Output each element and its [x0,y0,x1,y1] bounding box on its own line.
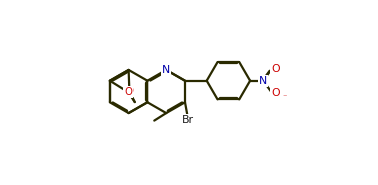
Text: N: N [162,65,170,75]
Text: N: N [259,76,267,86]
Text: O: O [124,87,132,97]
Text: +: + [269,67,276,76]
Text: Br: Br [182,115,194,125]
Text: O: O [125,86,133,97]
Text: ⁻: ⁻ [283,92,287,101]
Text: O: O [271,64,280,74]
Text: O: O [271,88,280,97]
